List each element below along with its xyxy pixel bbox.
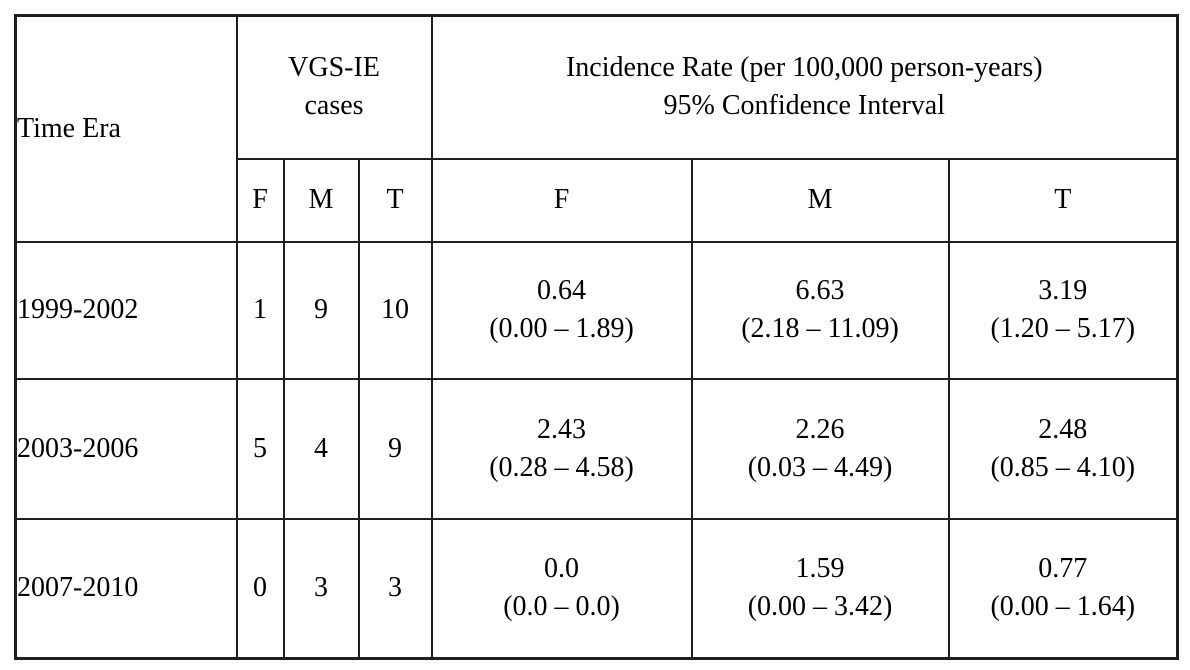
- confidence-interval-label: 95% Confidence Interval: [663, 90, 945, 122]
- rate-ci: (0.85 – 4.10): [990, 451, 1136, 483]
- rate-m-cell: 2.26 (0.03 – 4.49): [690, 377, 950, 520]
- rate-ci: (0.0 – 0.0): [503, 591, 620, 623]
- table-row-2003-2006: 2003-2006 5 4 9 2.43 (0.28 – 4.58) 2.26 …: [14, 377, 1179, 520]
- cases-m-cell: 4: [282, 377, 360, 520]
- subheader-rate-m: M: [690, 157, 950, 243]
- rate-value: 1.59: [795, 553, 845, 585]
- header-time-era: Time Era: [14, 14, 238, 243]
- cases-f-cell: 0: [235, 517, 285, 660]
- rate-value: 2.43: [537, 413, 587, 445]
- era-cell: 1999-2002: [14, 240, 238, 380]
- rate-value: 0.0: [544, 553, 580, 585]
- rate-ci: (1.20 – 5.17): [990, 313, 1136, 344]
- subheader-cases-m: M: [282, 157, 360, 243]
- cases-t-cell: 3: [357, 517, 433, 660]
- rate-value: 2.26: [795, 413, 845, 445]
- rate-f-cell: 0.0 (0.0 – 0.0): [430, 517, 693, 660]
- rate-f-cell: 0.64 (0.00 – 1.89): [430, 240, 693, 380]
- cases-m-cell: 3: [282, 517, 360, 660]
- header-row-sub: F M T F M T: [16, 157, 1179, 243]
- rate-t-cell: 2.48 (0.85 – 4.10): [947, 377, 1179, 520]
- rate-ci: (0.00 – 1.64): [990, 591, 1136, 623]
- subheader-rate-t: T: [947, 157, 1179, 243]
- rate-f-cell: 2.43 (0.28 – 4.58): [430, 377, 693, 520]
- cases-t-cell: 10: [357, 240, 433, 380]
- rate-ci: (2.18 – 11.09): [741, 313, 899, 344]
- incidence-rate-label: Incidence Rate (per 100,000 person-years…: [565, 52, 1043, 84]
- subheader-rate-f: F: [430, 157, 693, 243]
- rate-value: 2.48: [1038, 413, 1088, 445]
- era-cell: 2003-2006: [14, 377, 238, 520]
- rate-ci: (0.28 – 4.58): [489, 451, 634, 483]
- table-row-1999-2002: 1999-2002 1 9 10 0.64 (0.00 – 1.89) 6.63…: [14, 240, 1179, 380]
- rate-value: 6.63: [795, 275, 845, 306]
- subheader-cases-f: F: [235, 157, 285, 243]
- incidence-rate-table: Time Era VGS-IE cases Incidence Rate (pe…: [14, 14, 1180, 660]
- rate-m-cell: 1.59 (0.00 – 3.42): [690, 517, 950, 660]
- header-row-groups: Time Era VGS-IE cases Incidence Rate (pe…: [14, 14, 1179, 243]
- rate-ci: (0.00 – 3.42): [747, 591, 893, 623]
- cases-m-cell: 9: [282, 240, 360, 380]
- vgs-ie-label: VGS-IE: [288, 52, 380, 84]
- rate-m-cell: 6.63 (2.18 – 11.09): [690, 240, 950, 380]
- era-cell: 2007-2010: [14, 517, 238, 660]
- rate-value: 3.19: [1038, 275, 1088, 306]
- cases-f-cell: 5: [235, 377, 285, 520]
- rate-t-cell: 3.19 (1.20 – 5.17): [947, 240, 1179, 380]
- subheader-cases-t: T: [357, 157, 433, 243]
- header-vgs-ie-cases: VGS-IE cases: [235, 14, 433, 160]
- rate-ci: (0.00 – 1.89): [489, 313, 634, 344]
- cases-t-cell: 9: [357, 377, 433, 520]
- cases-label: cases: [304, 90, 364, 122]
- rate-t-cell: 0.77 (0.00 – 1.64): [947, 517, 1179, 660]
- rate-value: 0.77: [1038, 553, 1088, 585]
- rate-ci: (0.03 – 4.49): [747, 451, 893, 483]
- table-row-2007-2010: 2007-2010 0 3 3 0.0 (0.0 – 0.0) 1.59 (0.…: [14, 517, 1179, 660]
- header-incidence-rate: Incidence Rate (per 100,000 person-years…: [430, 14, 1179, 160]
- rate-value: 0.64: [537, 275, 587, 306]
- cases-f-cell: 1: [235, 240, 285, 380]
